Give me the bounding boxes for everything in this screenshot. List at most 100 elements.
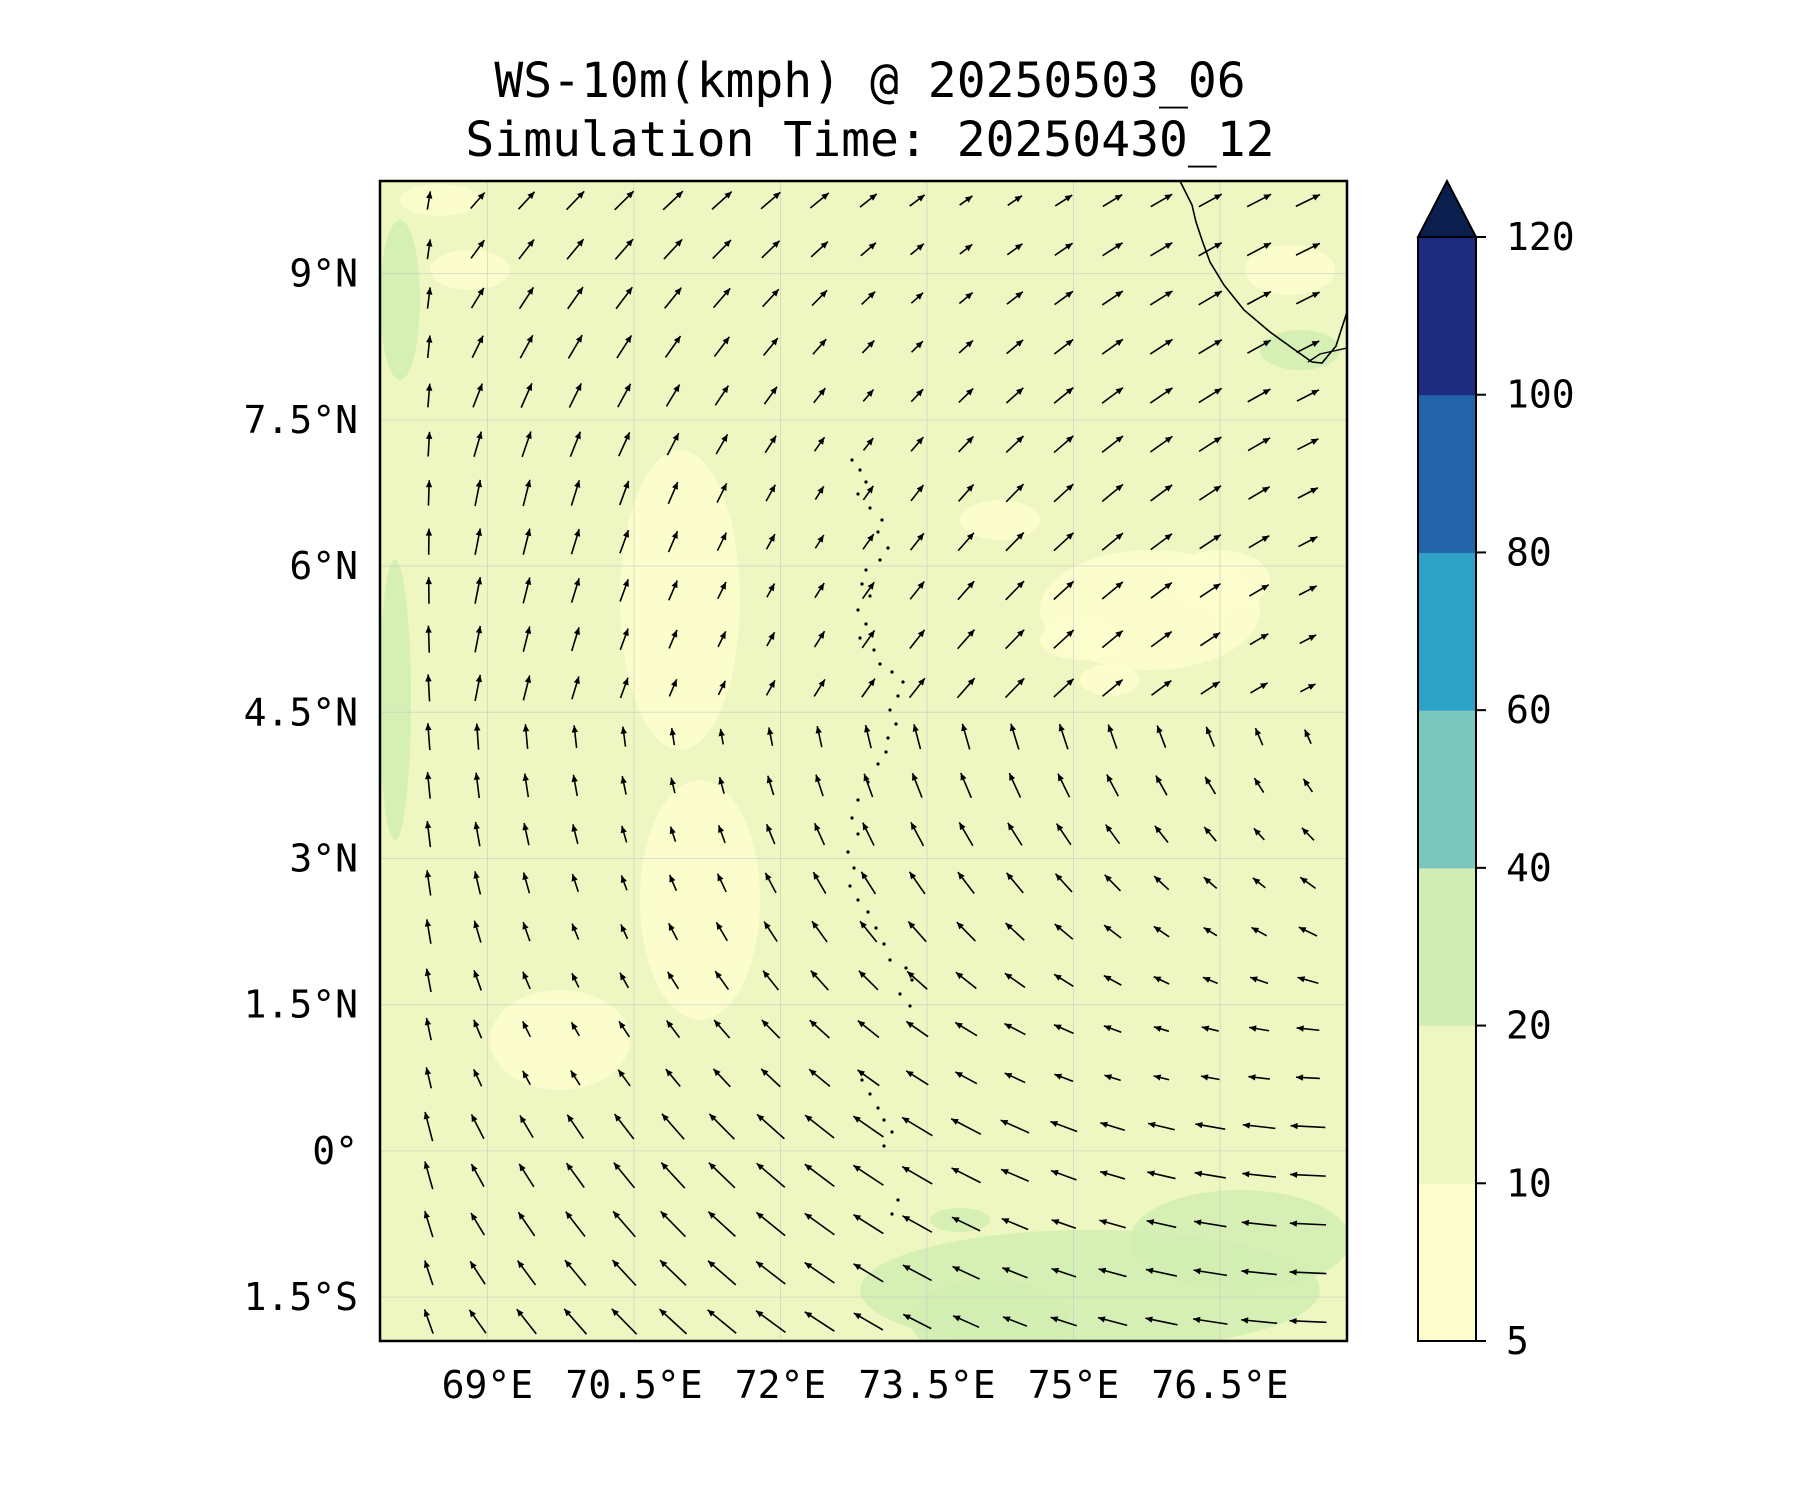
wind-arrow — [857, 1069, 880, 1087]
wind-arrow — [425, 431, 433, 457]
wind-arrow — [566, 1114, 585, 1139]
wind-arrow — [1001, 1217, 1029, 1231]
wind-arrow — [813, 630, 826, 648]
wind-arrow — [852, 1164, 884, 1186]
wind-arrow — [1101, 532, 1124, 551]
wind-arrow — [1053, 532, 1075, 552]
atoll-dot — [882, 1118, 886, 1122]
wind-arrow — [1156, 725, 1167, 748]
wind-arrow — [426, 239, 433, 260]
wind-arrow — [619, 480, 630, 506]
wind-arrow — [612, 1210, 636, 1238]
wind-arrow — [424, 919, 432, 944]
wind-arrow — [1004, 1072, 1026, 1084]
atoll-dot — [858, 636, 862, 640]
wind-arrow — [1198, 241, 1223, 257]
wind-arrow — [1054, 290, 1074, 306]
wind-arrow — [857, 1020, 880, 1039]
atoll-dot — [872, 648, 876, 652]
wind-arrow — [1101, 678, 1124, 697]
wind-arrow — [1153, 875, 1170, 891]
lat-tick-label: 1.5°N — [244, 983, 358, 1027]
wind-arrow — [1101, 338, 1124, 355]
title-line-2: Simulation Time: 20250430_12 — [465, 112, 1275, 168]
wind-arrow — [1150, 241, 1173, 257]
wind-arrow — [715, 433, 729, 455]
wind-arrow — [957, 580, 975, 601]
wind-arrow — [1101, 630, 1124, 649]
colorbar-tick-label: 60 — [1506, 688, 1552, 732]
wind-arrow — [1289, 1269, 1327, 1276]
wind-arrow — [660, 1210, 687, 1238]
colorbar-tick-label: 40 — [1506, 846, 1552, 890]
wind-arrow — [613, 1113, 635, 1140]
wind-arrow — [1153, 925, 1170, 938]
wind-arrow — [1289, 1317, 1327, 1325]
wind-arrow — [570, 479, 581, 506]
wind-arrow — [910, 821, 925, 847]
wind-arrow — [425, 772, 432, 799]
atoll-dot — [860, 582, 864, 586]
wind-arrow — [1103, 974, 1122, 986]
wind-arrow — [620, 924, 629, 940]
wind-arrow — [426, 335, 433, 359]
wind-arrow — [1150, 630, 1173, 648]
wind-arrow — [1006, 339, 1024, 355]
wind-arrow — [861, 581, 875, 600]
wind-arrow — [470, 1163, 485, 1187]
wind-arrow — [424, 1017, 432, 1041]
wind-arrow — [813, 822, 826, 846]
wind-arrow — [669, 727, 676, 746]
atoll-dot — [896, 1198, 900, 1202]
colorbar-tick-label: 10 — [1506, 1161, 1552, 1205]
latitude-tick-labels: 9°N 7.5°N 6°N 4.5°N 3°N 1.5°N 0° 1.5°S — [244, 252, 358, 1320]
wind-arrow — [1004, 1022, 1026, 1036]
atoll-dot — [878, 662, 882, 666]
atoll-dot — [882, 942, 886, 946]
wind-arrow — [760, 1068, 781, 1088]
wind-arrow — [1007, 822, 1023, 846]
wind-arrow — [861, 339, 875, 354]
wind-arrow — [1154, 825, 1169, 843]
wind-arrow — [522, 822, 530, 846]
wind-arrow — [804, 1114, 835, 1139]
wind-arrow — [520, 382, 533, 408]
wind-arrow — [571, 676, 580, 700]
wind-arrow — [763, 921, 778, 942]
wind-arrow — [813, 436, 826, 452]
wind-arrow — [522, 773, 530, 798]
coastline — [846, 181, 1347, 1216]
wind-arrow — [1101, 386, 1124, 404]
wind-arrow — [1103, 924, 1122, 939]
wind-arrow — [668, 678, 678, 697]
wind-speed-shading — [380, 184, 1347, 1341]
speed-patch — [400, 184, 480, 216]
atoll-dot — [856, 608, 860, 612]
wind-arrow — [1054, 873, 1073, 893]
atoll-dot — [898, 992, 902, 996]
colorbar-extend-arrow — [1416, 178, 1478, 238]
wind-arrow — [1050, 1169, 1077, 1181]
wind-arrow — [1005, 387, 1024, 404]
wind-arrow — [1057, 773, 1071, 798]
wind-arrow — [957, 629, 976, 650]
wind-arrow — [570, 1070, 581, 1086]
atoll-dot — [864, 480, 868, 484]
wind-arrow — [1106, 774, 1120, 797]
wind-arrow — [1298, 926, 1318, 937]
wind-arrow — [521, 431, 532, 458]
wind-arrow — [864, 724, 872, 749]
atoll-dot — [856, 492, 860, 496]
wind-arrow — [620, 726, 627, 747]
wind-arrow — [1054, 923, 1074, 940]
wind-arrow — [1298, 585, 1318, 596]
wind-arrow — [1101, 581, 1124, 600]
speed-patch — [960, 500, 1040, 540]
wind-arrow — [425, 577, 432, 604]
wind-arrow — [954, 1071, 978, 1085]
wind-arrow — [1295, 1074, 1320, 1081]
wind-arrow — [1299, 876, 1317, 890]
wind-arrow — [707, 1260, 737, 1286]
wind-arrow — [1097, 1316, 1128, 1327]
wind-arrow — [952, 1265, 981, 1280]
